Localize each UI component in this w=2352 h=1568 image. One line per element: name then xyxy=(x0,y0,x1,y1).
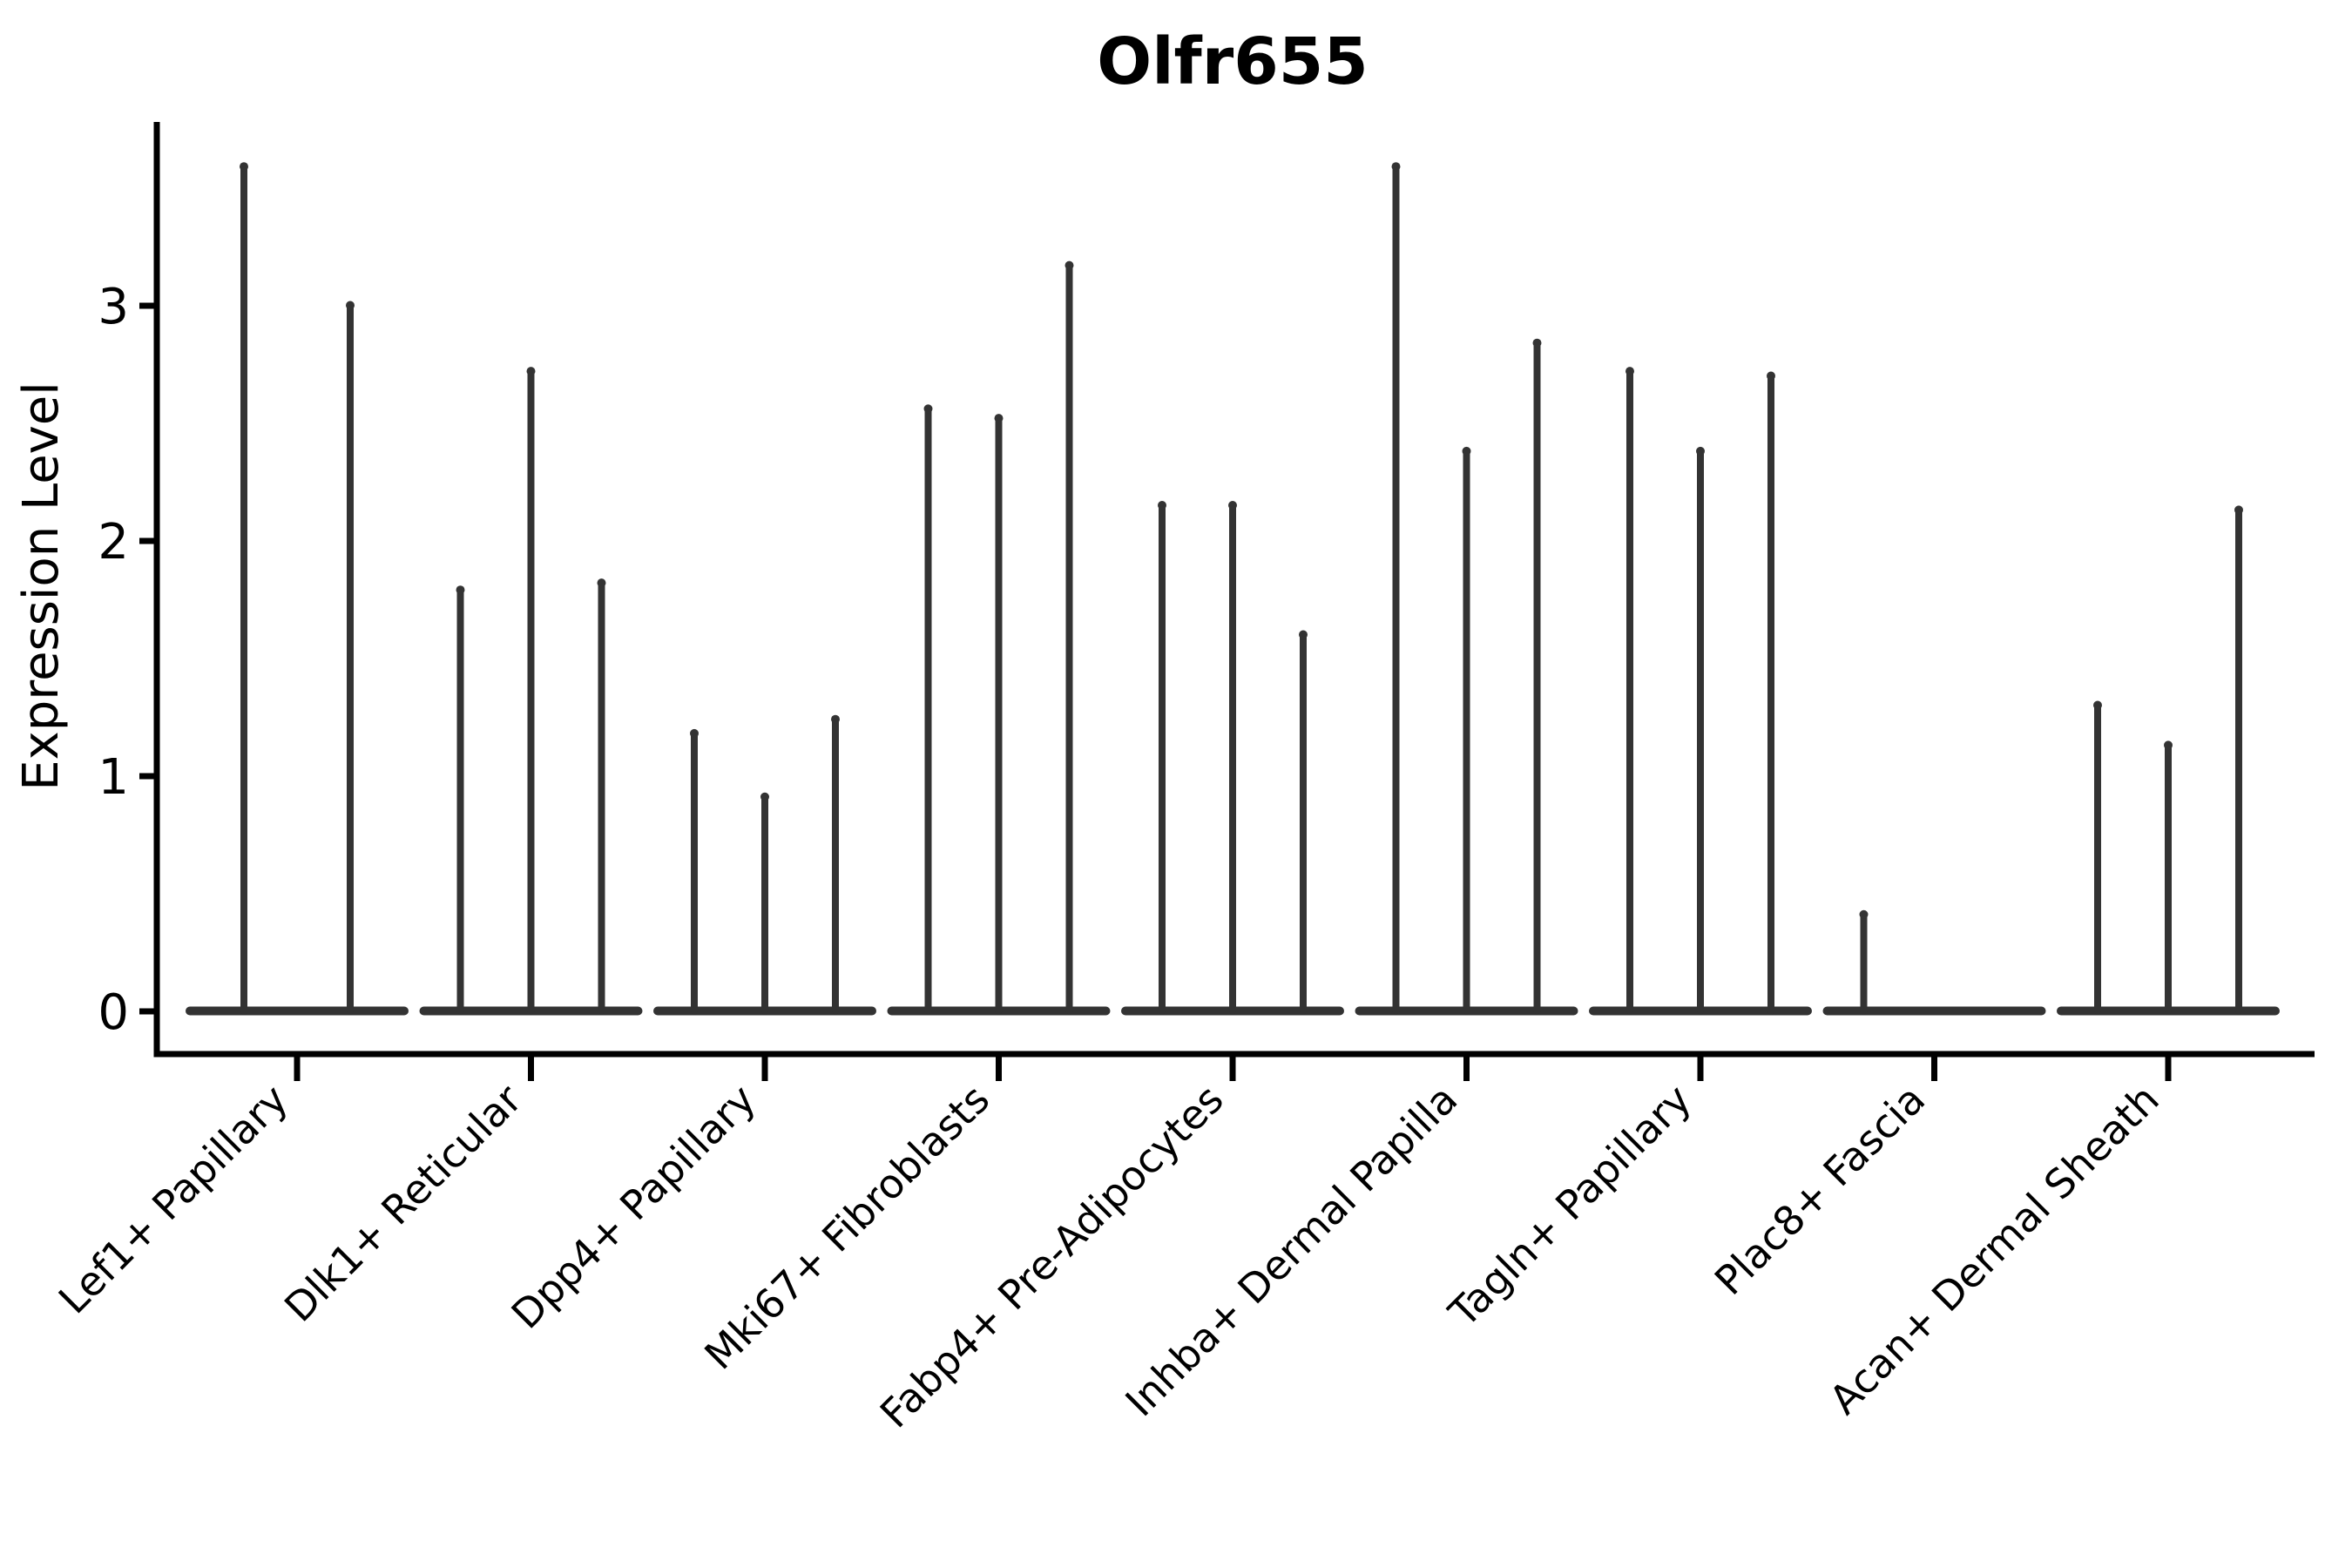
y-axis-label: Expression Level xyxy=(13,382,70,791)
violin-spike-tip xyxy=(831,714,840,724)
x-axis-category-label: Lef1+ Papillary xyxy=(50,1076,297,1323)
violin-spike-tip xyxy=(526,367,536,376)
violin-group: Dlk1+ Reticular xyxy=(275,367,643,1331)
violin-spike-tip xyxy=(240,162,248,172)
x-axis-category-label: Plac8+ Fascia xyxy=(1706,1076,1934,1304)
violin-spike-tip xyxy=(1767,371,1775,381)
violin-group: Tagln+ Papillary xyxy=(1439,367,1812,1337)
violin-spike-tip xyxy=(1064,260,1074,270)
axes-spines xyxy=(139,122,2315,1058)
violin-spike-tip xyxy=(456,585,465,595)
violin-spike-tip xyxy=(1532,338,1542,348)
x-axis-category-label: Dlk1+ Reticular xyxy=(275,1076,531,1331)
violin-group: Inhba+ Dermal Papilla xyxy=(1116,162,1578,1425)
violin-spike-tip xyxy=(690,728,699,738)
violin-spike-tip xyxy=(1158,501,1166,510)
x-axis-category-label: Tagln+ Papillary xyxy=(1439,1076,1700,1337)
violin-spike-tip xyxy=(1391,162,1401,172)
violin-spike-tip xyxy=(597,578,606,588)
violin-spike-tip xyxy=(346,301,355,310)
x-axis-category-label: Dpp4+ Papillary xyxy=(503,1076,765,1338)
violin-group: Acan+ Dermal Sheath xyxy=(1820,505,2280,1423)
violin-spike-tip xyxy=(1462,446,1471,456)
violin-spike-tip xyxy=(1299,630,1308,639)
violin-spike-tip xyxy=(1859,909,1869,919)
y-tick-label-2: 2 xyxy=(98,514,129,571)
chart-title: Olfr655 xyxy=(1097,24,1368,99)
violin-spike-tip xyxy=(2093,700,2102,710)
violin-group: Lef1+ Papillary xyxy=(50,162,409,1323)
violin-group: Mki67+ Fibroblasts xyxy=(695,260,1111,1379)
violin-spike-tip xyxy=(2234,505,2243,515)
violin-spike-tip xyxy=(2164,740,2173,750)
violin-spike-tip xyxy=(1228,501,1237,510)
y-tick-label-1: 1 xyxy=(98,749,129,806)
violin-spike-tip xyxy=(1696,446,1705,456)
violin-spike-tip xyxy=(760,792,769,801)
violin-spike-tip xyxy=(923,404,933,414)
y-tick-label-0: 0 xyxy=(98,984,129,1041)
y-tick-label-3: 3 xyxy=(98,279,129,335)
violin-spike-tip xyxy=(1625,367,1634,376)
violin-spike-tip xyxy=(994,414,1004,423)
